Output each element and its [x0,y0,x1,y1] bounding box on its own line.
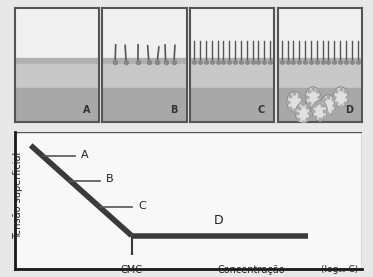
Text: C: C [258,105,265,115]
Bar [278,8,362,60]
Bar [15,8,99,60]
Text: D: D [345,105,353,115]
Text: C: C [138,201,146,211]
Bar [103,58,186,65]
Circle shape [333,87,348,107]
Bar [278,64,362,88]
Circle shape [287,91,302,112]
Bar [190,64,274,88]
Text: CMC: CMC [120,265,142,275]
Circle shape [312,101,327,121]
Text: B: B [106,175,114,184]
Text: B: B [170,105,178,115]
Bar [15,64,99,88]
Bar [190,88,274,122]
Circle shape [305,87,320,107]
Bar [103,64,186,88]
Text: Concentração: Concentração [217,265,285,275]
Bar [190,58,274,65]
Bar [15,58,99,65]
Text: Tensão superficial: Tensão superficial [13,151,23,238]
Bar [190,8,274,60]
Bar [103,8,186,60]
Bar [15,88,99,122]
Circle shape [295,103,310,123]
Text: D: D [214,214,223,227]
Text: (log₁₀ C): (log₁₀ C) [322,265,359,275]
Bar [278,88,362,122]
Bar [103,88,186,122]
Text: A: A [81,150,89,160]
Text: A: A [83,105,90,115]
Circle shape [320,95,336,115]
Bar [278,58,362,65]
